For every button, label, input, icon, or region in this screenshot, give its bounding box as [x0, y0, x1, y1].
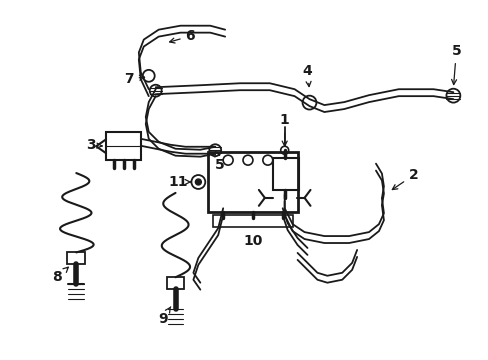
Text: 9: 9	[158, 307, 170, 326]
Bar	[166, 277, 184, 289]
Bar	[272, 158, 298, 190]
Text: 2: 2	[391, 168, 418, 190]
Bar	[106, 132, 141, 160]
Text: 3: 3	[86, 138, 102, 152]
Bar	[67, 252, 85, 264]
Bar	[208, 152, 297, 212]
Text: 11: 11	[168, 175, 191, 189]
Text: 5: 5	[450, 44, 460, 85]
Text: 8: 8	[53, 267, 68, 284]
Text: 7: 7	[124, 72, 144, 86]
Circle shape	[195, 179, 201, 185]
Text: 1: 1	[279, 113, 289, 146]
Text: 4: 4	[302, 64, 312, 86]
Text: 6: 6	[169, 29, 195, 43]
Bar	[213, 215, 292, 227]
Text: 5: 5	[214, 152, 224, 172]
Text: 10: 10	[243, 234, 262, 248]
